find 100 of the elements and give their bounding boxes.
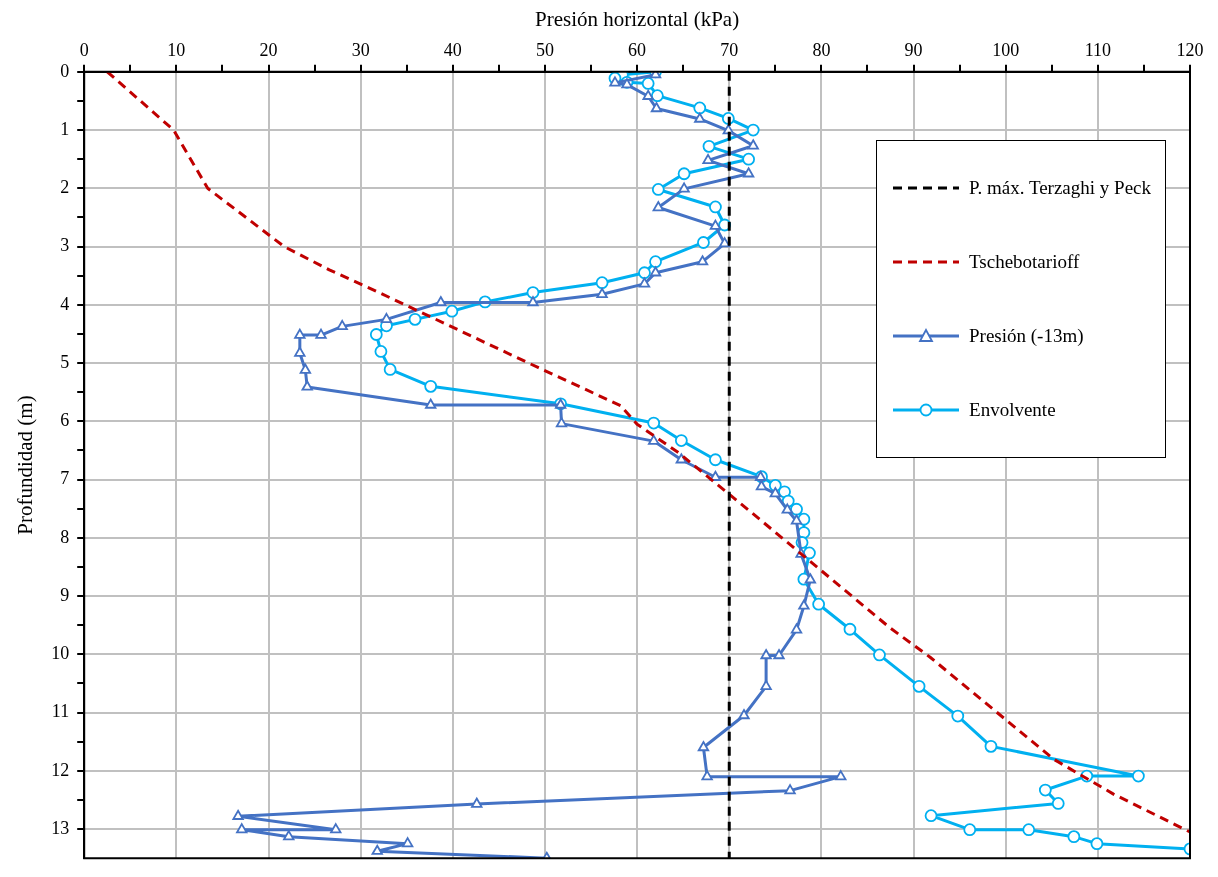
point — [299, 363, 312, 374]
point — [301, 380, 313, 391]
point — [648, 434, 660, 445]
point — [236, 823, 248, 834]
point — [912, 679, 926, 693]
point — [595, 276, 609, 290]
point — [435, 296, 447, 307]
x-tick-label: 120 — [1176, 39, 1204, 60]
legend-label: Envolvente — [969, 399, 1056, 421]
y-tick-label: 10 — [51, 643, 70, 664]
point — [709, 470, 722, 481]
line-series — [105, 71, 1190, 834]
point — [383, 363, 397, 376]
y-tick-label: 1 — [60, 118, 70, 139]
point — [424, 379, 438, 393]
y-axis-title: Profundidad (m) — [13, 395, 38, 535]
y-tick-label: 0 — [60, 60, 70, 81]
point — [709, 200, 722, 214]
point — [445, 304, 459, 318]
x-tick-label: 100 — [992, 39, 1020, 60]
point — [678, 182, 690, 193]
point — [526, 286, 540, 299]
y-tick-label: 11 — [51, 701, 70, 722]
point — [951, 709, 965, 723]
y-tick-label: 8 — [60, 526, 70, 547]
point — [702, 139, 716, 153]
point — [641, 77, 655, 90]
point — [738, 709, 750, 720]
point — [380, 312, 393, 324]
point — [798, 599, 810, 610]
y-tick-label: 6 — [60, 410, 70, 431]
point — [790, 623, 803, 634]
x-tick-label: 0 — [79, 39, 89, 60]
y-tick-label: 5 — [60, 351, 70, 372]
y-tick-label: 4 — [60, 293, 70, 314]
x-tick-label: 90 — [904, 39, 923, 60]
point — [638, 266, 651, 280]
x-tick-label: 30 — [351, 39, 370, 60]
point — [803, 546, 816, 560]
point — [693, 101, 707, 115]
point — [294, 346, 306, 357]
legend-label: Tschebotarioff — [969, 251, 1080, 273]
point — [1022, 823, 1036, 837]
point — [336, 319, 348, 331]
y-tick-label: 9 — [60, 584, 70, 605]
point — [232, 809, 244, 820]
point — [408, 312, 422, 326]
point — [790, 502, 803, 516]
point — [374, 345, 388, 358]
point — [760, 649, 772, 660]
point — [1067, 830, 1081, 844]
point — [742, 167, 755, 178]
point — [425, 398, 437, 409]
point — [283, 830, 295, 841]
point — [694, 112, 706, 123]
point — [769, 487, 781, 498]
x-tick-label: 80 — [812, 39, 831, 60]
point — [696, 255, 709, 266]
point — [781, 503, 793, 514]
point — [294, 328, 306, 339]
x-tick-label: 40 — [443, 39, 462, 60]
x-tick-label: 70 — [720, 39, 739, 60]
point — [835, 770, 847, 781]
point — [651, 183, 665, 196]
point — [709, 453, 722, 467]
point — [984, 739, 998, 753]
point — [1038, 783, 1052, 797]
point — [747, 139, 759, 150]
point — [755, 480, 768, 491]
x-tick-label: 60 — [628, 39, 647, 60]
point — [471, 797, 483, 808]
point — [609, 76, 621, 87]
y-tick-label: 13 — [51, 817, 70, 838]
point — [1132, 769, 1145, 783]
point — [650, 89, 664, 103]
point — [649, 266, 662, 277]
legend-label: P. máx. Terzaghi y Peck — [969, 177, 1151, 199]
point — [697, 236, 710, 249]
x-tick-label: 50 — [535, 39, 554, 60]
point — [804, 573, 817, 584]
point — [555, 417, 568, 428]
point — [702, 153, 714, 164]
point — [1051, 797, 1065, 810]
point — [674, 434, 688, 447]
point — [677, 167, 691, 181]
point — [812, 597, 826, 611]
y-tick-label: 12 — [51, 759, 70, 780]
point — [638, 277, 651, 288]
point — [315, 328, 327, 339]
x-axis-title: Presión horizontal (kPa) — [535, 7, 740, 32]
point — [642, 89, 654, 100]
point — [650, 102, 663, 113]
point — [746, 123, 760, 137]
point — [1090, 837, 1104, 851]
point — [718, 237, 731, 248]
point — [371, 844, 383, 855]
point — [773, 649, 785, 660]
point — [401, 837, 414, 848]
point — [790, 514, 803, 525]
point — [596, 287, 608, 298]
